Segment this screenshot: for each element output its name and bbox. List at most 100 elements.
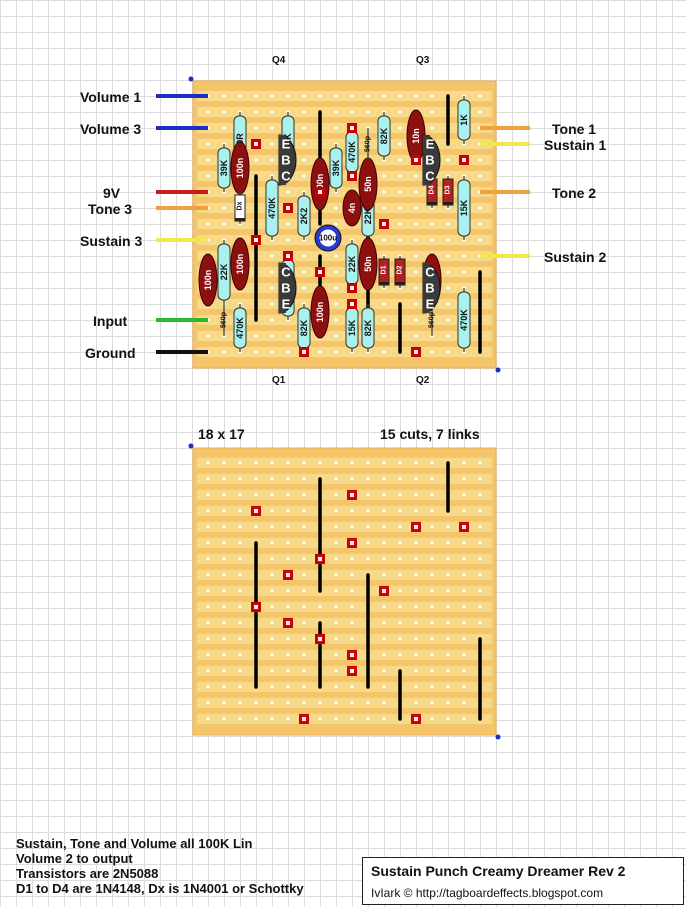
bottom-hole: [270, 621, 274, 625]
offboard-wires: [156, 94, 530, 354]
top-hole: [206, 334, 210, 338]
top-hole: [270, 126, 274, 130]
bottom-hole: [398, 653, 402, 657]
film-capacitor: [342, 189, 362, 227]
top-cut-center: [350, 286, 354, 290]
top-hole: [334, 318, 338, 322]
bottom-hole: [270, 509, 274, 513]
top-hole: [398, 126, 402, 130]
top-hole: [478, 94, 482, 98]
resistor-value: 15K: [459, 199, 469, 216]
bottom-hole: [254, 493, 258, 497]
top-hole: [446, 222, 450, 226]
bottom-hole: [462, 477, 466, 481]
bottom-hole: [206, 461, 210, 465]
bottom-hole: [414, 461, 418, 465]
resistor-value: 22K: [219, 263, 229, 280]
top-cut-center: [318, 190, 322, 194]
bottom-hole: [270, 477, 274, 481]
bottom-hole: [286, 557, 290, 561]
diode-label: D2: [397, 265, 404, 274]
transistor-pin: C: [425, 265, 435, 280]
capacitor-value: 50n: [363, 176, 373, 192]
bottom-hole: [270, 461, 274, 465]
transistor-pin: B: [281, 153, 290, 168]
bottom-hole: [462, 493, 466, 497]
resistor-value: 470K: [235, 317, 245, 339]
bottom-hole: [446, 717, 450, 721]
bottom-hole: [302, 637, 306, 641]
bottom-hole: [286, 509, 290, 513]
bottom-hole: [446, 525, 450, 529]
transistor-flat: [423, 135, 430, 185]
capacitor-value: 50n: [363, 256, 373, 272]
resistor-value: 2K2: [299, 208, 309, 225]
bottom-hole: [222, 493, 226, 497]
bottom-hole: [206, 557, 210, 561]
bottom-hole: [270, 541, 274, 545]
bottom-hole: [334, 573, 338, 577]
bottom-hole: [462, 669, 466, 673]
top-hole: [334, 110, 338, 114]
top-corner-dot: [495, 367, 501, 373]
bottom-hole: [270, 669, 274, 673]
bottom-hole: [478, 509, 482, 513]
top-cut-center: [462, 158, 466, 162]
bottom-strip: [197, 714, 492, 724]
bottom-hole: [414, 509, 418, 513]
bottom-strip: [197, 506, 492, 516]
bottom-strip: [197, 586, 492, 596]
top-hole: [334, 350, 338, 354]
top-hole: [382, 94, 386, 98]
bottom-hole: [334, 541, 338, 545]
label-sustain-3: Sustain 3: [80, 233, 143, 249]
top-hole: [446, 350, 450, 354]
diode-band: [427, 202, 437, 205]
bottom-hole: [446, 557, 450, 561]
top-cut-center: [302, 350, 306, 354]
bottom-cut-center: [286, 621, 290, 625]
bottom-hole: [270, 653, 274, 657]
top-hole: [222, 126, 226, 130]
top-hole: [222, 206, 226, 210]
bottom-cut-center: [350, 541, 354, 545]
bottom-hole: [222, 525, 226, 529]
bottom-hole: [254, 525, 258, 529]
bottom-hole: [206, 621, 210, 625]
bottom-hole: [270, 525, 274, 529]
bottom-hole: [302, 477, 306, 481]
top-hole: [414, 318, 418, 322]
bottom-hole: [382, 685, 386, 689]
top-hole: [414, 190, 418, 194]
top-hole: [366, 110, 370, 114]
board-size-label: 18 x 17: [198, 426, 245, 442]
bottom-hole: [238, 685, 242, 689]
bottom-cut-center: [318, 637, 322, 641]
bottom-hole: [446, 669, 450, 673]
bottom-hole: [350, 573, 354, 577]
bottom-hole: [430, 461, 434, 465]
resistor: [329, 147, 343, 189]
note-transistors: Transistors are 2N5088: [16, 866, 159, 881]
bottom-hole: [286, 605, 290, 609]
bottom-hole: [414, 621, 418, 625]
bottom-hole: [222, 509, 226, 513]
bottom-cut-center: [350, 493, 354, 497]
top-hole: [302, 94, 306, 98]
resistor: [217, 147, 231, 189]
bottom-hole: [462, 621, 466, 625]
top-hole: [430, 94, 434, 98]
top-hole: [270, 270, 274, 274]
bottom-hole: [414, 685, 418, 689]
top-strip: [197, 267, 492, 277]
bottom-hole: [350, 621, 354, 625]
bottom-hole: [302, 621, 306, 625]
top-hole: [270, 334, 274, 338]
bottom-hole: [462, 509, 466, 513]
top-hole: [334, 270, 338, 274]
top-hole: [350, 110, 354, 114]
label-q4: Q4: [272, 55, 286, 66]
resistor: [457, 291, 471, 349]
top-hole: [446, 286, 450, 290]
bottom-hole: [430, 509, 434, 513]
